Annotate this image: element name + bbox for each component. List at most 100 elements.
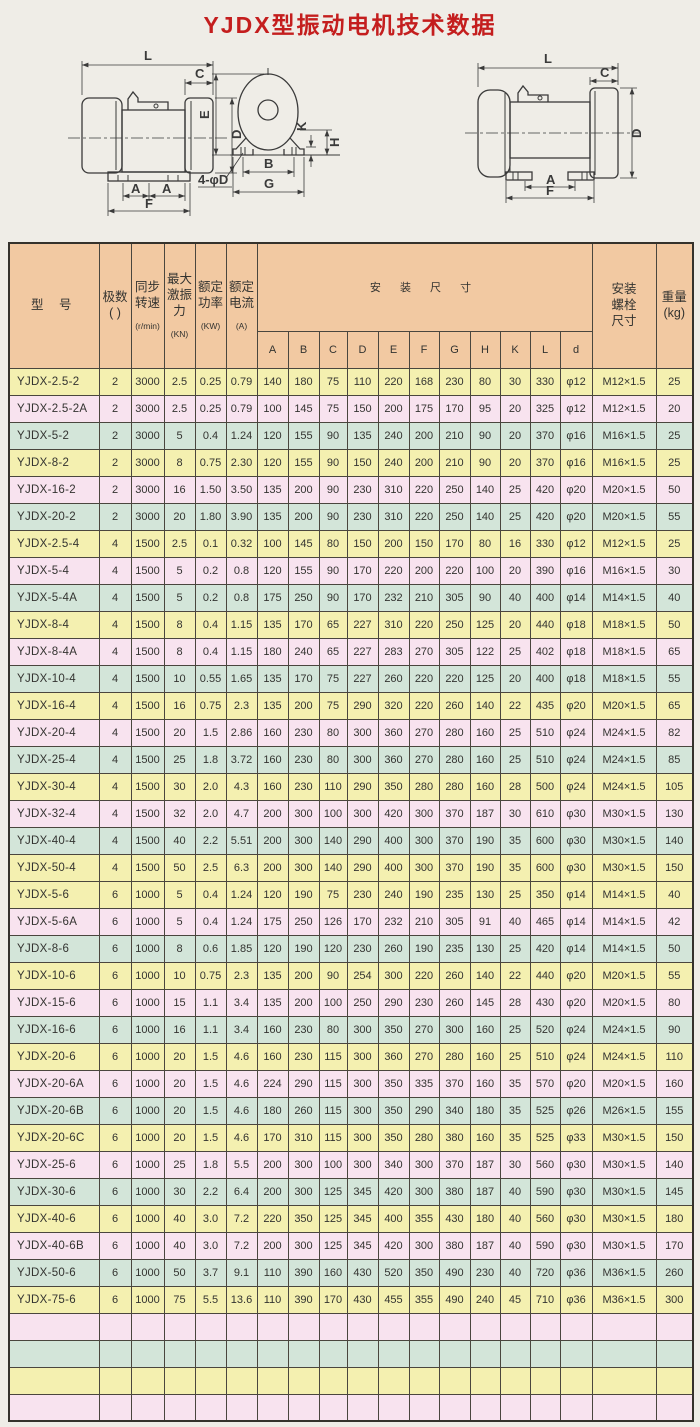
value-cell: 4	[98, 664, 132, 693]
value-cell: 350	[377, 1096, 410, 1125]
value-cell: 1.5	[194, 1123, 227, 1152]
value-cell: 510	[529, 745, 561, 774]
value-cell: 25	[655, 367, 694, 396]
model-cell: YJDX-20-2	[8, 502, 100, 531]
value-cell: 150	[346, 448, 379, 477]
value-cell: 2.30	[225, 448, 258, 477]
table-row: YJDX-10-4 4 1500 10 0.55 1.65 135 170 75 227 260 22…	[8, 664, 694, 693]
model-cell: YJDX-20-4	[8, 718, 100, 747]
value-cell: 6	[98, 1204, 132, 1233]
value-cell: 126	[318, 907, 348, 936]
value-cell: 525	[529, 1123, 561, 1152]
table-row: YJDX-25-6 6 1000 25 1.8 5.5 200 300 100 300 340 300…	[8, 1150, 694, 1179]
value-cell: 0.32	[225, 529, 258, 558]
value-cell: 235	[438, 880, 471, 909]
value-cell: 1.5	[194, 1042, 227, 1071]
value-cell: 6	[98, 1150, 132, 1179]
value-cell: 0.4	[194, 421, 227, 450]
value-cell: 42	[655, 907, 694, 936]
value-cell: 4.6	[225, 1069, 258, 1098]
table-row	[8, 1312, 694, 1341]
value-cell: 260	[438, 988, 471, 1017]
value-cell: 400	[377, 853, 410, 882]
value-cell: φ36	[559, 1285, 593, 1314]
model-cell: YJDX-25-4	[8, 745, 100, 774]
value-cell	[438, 1366, 471, 1395]
value-cell: 200	[287, 988, 320, 1017]
value-cell	[194, 1366, 227, 1395]
value-cell: 20	[163, 1069, 196, 1098]
value-cell: 1.5	[194, 1096, 227, 1125]
value-cell	[438, 1312, 471, 1341]
value-cell: 90	[469, 448, 501, 477]
value-cell: 270	[408, 637, 440, 666]
value-cell: 170	[256, 1123, 289, 1152]
value-cell: 25	[163, 745, 196, 774]
value-cell: 8	[163, 934, 196, 963]
value-cell: 350	[377, 1015, 410, 1044]
value-cell: 350	[408, 1258, 440, 1287]
value-cell: M24×1.5	[591, 1015, 657, 1044]
value-cell: 100	[469, 556, 501, 585]
value-cell: M20×1.5	[591, 502, 657, 531]
value-cell: 20	[499, 448, 531, 477]
value-cell: 310	[377, 610, 410, 639]
value-cell	[194, 1393, 227, 1422]
value-cell: 10	[163, 664, 196, 693]
value-cell: 100	[318, 799, 348, 828]
value-cell: 135	[256, 475, 289, 504]
value-cell: 4	[98, 826, 132, 855]
value-cell: 345	[346, 1204, 379, 1233]
col-header-poles: 极数 ( )	[98, 242, 132, 369]
model-cell: YJDX-5-6	[8, 880, 100, 909]
value-cell: 30	[163, 772, 196, 801]
value-cell: 610	[529, 799, 561, 828]
value-cell: 6	[98, 1123, 132, 1152]
value-cell	[469, 1393, 501, 1422]
value-cell: 224	[256, 1069, 289, 1098]
value-cell: 300	[346, 799, 379, 828]
value-cell: 0.55	[194, 664, 227, 693]
value-cell: 720	[529, 1258, 561, 1287]
value-cell: 8	[163, 637, 196, 666]
value-cell: 140	[256, 367, 289, 396]
value-cell: M16×1.5	[591, 421, 657, 450]
value-cell: 16	[499, 529, 531, 558]
value-cell: M14×1.5	[591, 934, 657, 963]
value-cell	[591, 1393, 657, 1422]
dim-label-B: B	[264, 156, 273, 171]
value-cell	[163, 1393, 196, 1422]
value-cell: 390	[287, 1285, 320, 1314]
value-cell: 270	[408, 1042, 440, 1071]
table-row	[8, 1366, 694, 1395]
dim-subheader-K: K	[499, 330, 531, 369]
value-cell: 500	[529, 772, 561, 801]
value-cell: 40	[655, 583, 694, 612]
value-cell: 110	[256, 1258, 289, 1287]
value-cell: 130	[469, 880, 501, 909]
value-cell: 420	[377, 1231, 410, 1260]
value-cell: 600	[529, 853, 561, 882]
value-cell	[559, 1393, 593, 1422]
value-cell: 16	[163, 1015, 196, 1044]
value-cell: 15	[163, 988, 196, 1017]
value-cell: 35	[499, 1069, 531, 1098]
value-cell: 135	[256, 664, 289, 693]
value-cell: 4	[98, 583, 132, 612]
value-cell: 160	[256, 745, 289, 774]
value-cell: 440	[529, 961, 561, 990]
value-cell: 0.25	[194, 367, 227, 396]
value-cell: 170	[287, 664, 320, 693]
value-cell: 80	[318, 1015, 348, 1044]
value-cell: 135	[256, 691, 289, 720]
value-cell: 310	[377, 502, 410, 531]
value-cell: 520	[377, 1258, 410, 1287]
value-cell: 6.4	[225, 1177, 258, 1206]
value-cell: 5.5	[225, 1150, 258, 1179]
value-cell: 330	[529, 529, 561, 558]
model-cell: YJDX-5-6A	[8, 907, 100, 936]
value-cell: 220	[408, 475, 440, 504]
dim-label-C: C	[600, 65, 610, 80]
value-cell: 4	[98, 853, 132, 882]
value-cell: 20	[499, 394, 531, 423]
